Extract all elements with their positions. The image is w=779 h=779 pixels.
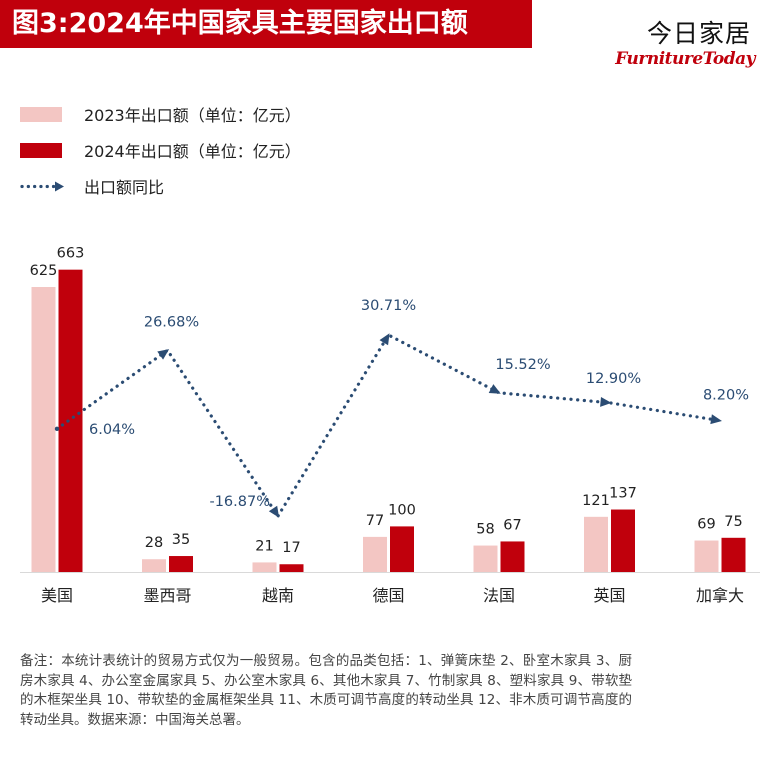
category-label-5: 英国	[593, 586, 625, 605]
bar-label-2023-2: 21	[255, 538, 273, 554]
bar-label-2024-5: 137	[609, 486, 637, 502]
bar-label-2023-4: 58	[476, 522, 494, 538]
bar-2023-4	[473, 545, 498, 572]
yoy-point-start	[54, 426, 60, 432]
bar-label-2024-4: 67	[503, 517, 521, 533]
bar-label-2023-0: 625	[30, 263, 58, 279]
series-2023-bars	[31, 287, 719, 572]
bar-label-2023-1: 28	[145, 535, 163, 551]
category-label-1: 墨西哥	[143, 586, 191, 605]
bar-2023-5	[584, 516, 608, 572]
bar-2024-4	[500, 541, 525, 572]
brand-logo-text: 今日家居	[646, 19, 751, 48]
legend-label-2024: 2024年出口额（单位：亿元）	[84, 142, 301, 161]
legend-item-2023: 2023年出口额（单位：亿元）	[20, 96, 301, 132]
x-axis-category-labels: 美国 墨西哥 越南 德国 法国 英国 加拿大	[41, 586, 744, 605]
bar-2023-1	[142, 559, 166, 572]
bar-2023-6	[694, 540, 719, 572]
brand-logo-subtitle: FurnitureToday	[615, 49, 755, 69]
yoy-line-series	[54, 332, 722, 519]
bar-label-2023-6: 69	[697, 517, 715, 533]
bar-2024-3	[390, 526, 414, 572]
category-label-6: 加拿大	[696, 586, 744, 605]
bar-label-2024-0: 663	[57, 246, 85, 262]
category-label-4: 法国	[483, 586, 515, 605]
chart-legend: 2023年出口额（单位：亿元） 2024年出口额（单位：亿元） 出口额同比	[20, 96, 301, 204]
legend-swatch-2023	[20, 106, 62, 122]
bar-2023-2	[252, 562, 277, 572]
yoy-label-3: 30.71%	[361, 298, 416, 314]
legend-swatch-2024	[20, 142, 62, 158]
bar-label-2023-5: 121	[582, 493, 610, 509]
bar-2024-5	[611, 509, 635, 572]
bar-2023-0	[31, 287, 56, 572]
bar-2024-0	[58, 269, 83, 572]
yoy-point-arrow-1	[157, 349, 170, 360]
bar-2023-3	[363, 536, 387, 572]
yoy-point-arrow-2	[268, 505, 280, 518]
bar-label-2024-6: 75	[724, 514, 742, 530]
yoy-label-6: 8.20%	[703, 388, 749, 404]
bar-2024-1	[169, 556, 193, 572]
bar-2024-2	[279, 564, 304, 572]
category-label-0: 美国	[41, 586, 73, 605]
yoy-label-2: -16.87%	[209, 494, 270, 510]
chart-title: 图3:2024年中国家具主要国家出口额	[0, 0, 532, 48]
legend-dotted-arrow-icon	[20, 181, 64, 191]
yoy-point-arrow-5	[600, 396, 612, 407]
yoy-point-arrow-3	[379, 333, 390, 346]
bar-label-2024-2: 17	[282, 540, 300, 556]
yoy-label-0: 6.04%	[89, 422, 135, 438]
category-label-2: 越南	[262, 586, 294, 605]
series-2024-bars	[58, 269, 746, 572]
legend-label-2023: 2023年出口额（单位：亿元）	[84, 106, 301, 125]
category-label-3: 德国	[372, 586, 404, 605]
bar-label-2024-1: 35	[172, 532, 190, 548]
footnote: 备注：本统计表统计的贸易方式仅为一般贸易。包含的品类包括：1、弹簧床垫 2、卧室…	[20, 653, 632, 728]
bar-2024-6	[721, 537, 746, 572]
legend-item-2024: 2024年出口额（单位：亿元）	[20, 132, 301, 168]
legend-item-yoy: 出口额同比	[20, 168, 301, 204]
yoy-point-arrow-4	[488, 384, 501, 394]
bar-label-2024-3: 100	[388, 502, 416, 518]
yoy-point-arrow-6	[710, 414, 722, 425]
legend-label-yoy: 出口额同比	[84, 178, 165, 197]
yoy-label-4: 15.52%	[495, 357, 550, 373]
yoy-label-1: 26.68%	[144, 314, 199, 330]
yoy-label-5: 12.90%	[586, 371, 641, 387]
bar-label-2023-3: 77	[366, 513, 384, 529]
yoy-value-labels: 6.04% 26.68% -16.87% 30.71% 15.52% 12.90% 8.20…	[89, 298, 749, 510]
